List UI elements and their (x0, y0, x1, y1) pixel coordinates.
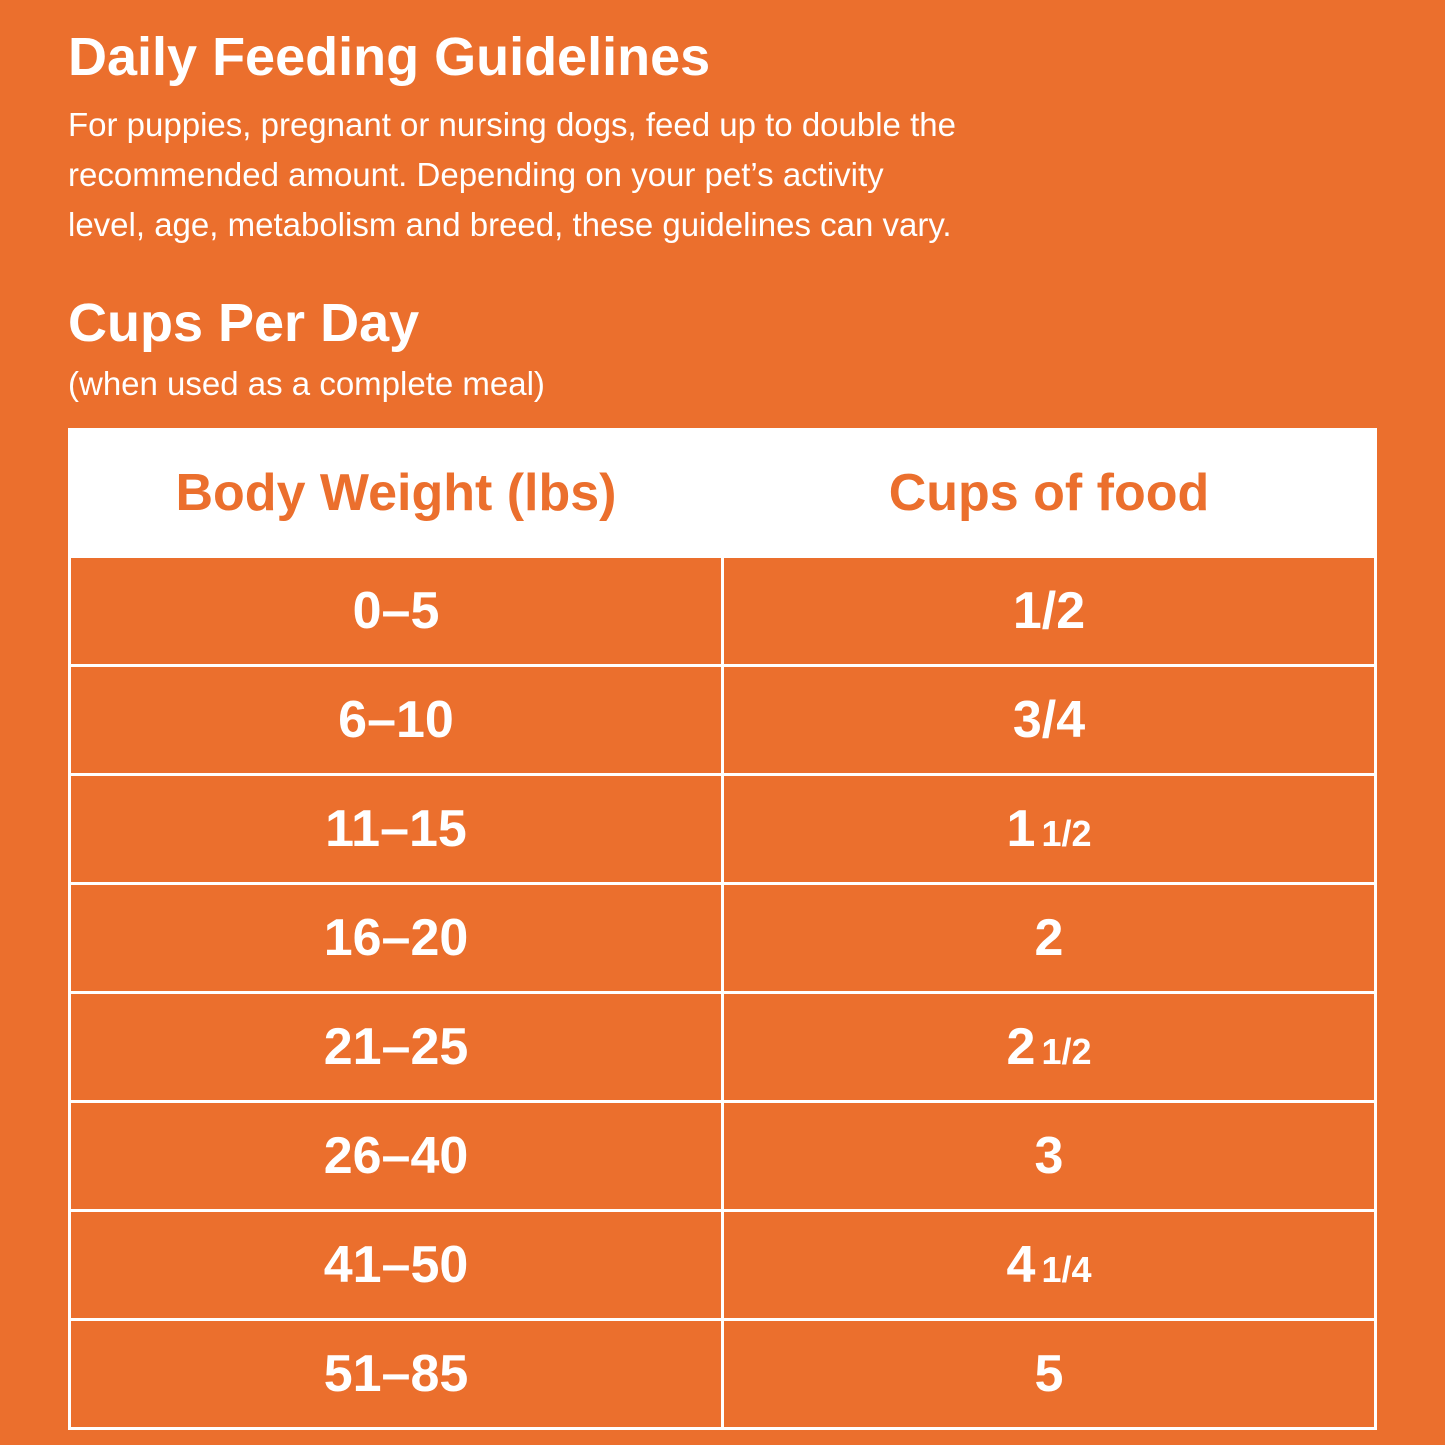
weight-cell: 26–40 (68, 1100, 724, 1212)
description-line: level, age, metabolism and breed, these … (68, 206, 952, 243)
weight-cell: 21–25 (68, 991, 724, 1103)
table-body: 0–5 1/2 6–10 3/4 11–15 1 1/2 16–20 2 21–25 2 1/2 26–… (68, 555, 1377, 1430)
weight-cell: 11–15 (68, 773, 724, 885)
cups-cell: 1/2 (721, 555, 1377, 667)
description: For puppies, pregnant or nursing dogs, f… (68, 100, 956, 250)
cups-value: 3/4 (1012, 691, 1086, 749)
table-row: 11–15 1 1/2 (68, 773, 1377, 885)
table-row: 26–40 3 (68, 1100, 1377, 1212)
cups-cell: 3 (721, 1100, 1377, 1212)
weight-cell: 6–10 (68, 664, 724, 776)
section-note: (when used as a complete meal) (68, 365, 545, 402)
cups-fraction: 1/2 (1041, 1031, 1092, 1072)
cups-cell: 3/4 (721, 664, 1377, 776)
weight-cell: 16–20 (68, 882, 724, 994)
column-header: Body Weight (lbs) (68, 428, 724, 558)
table-row: 51–85 5 (68, 1318, 1377, 1430)
cups-value: 1 (1006, 800, 1036, 858)
description-line: recommended amount. Depending on your pe… (68, 156, 884, 193)
cups-fraction: 1/4 (1041, 1249, 1092, 1290)
cups-cell: 1 1/2 (721, 773, 1377, 885)
cups-value: 4 (1006, 1236, 1036, 1294)
table-row: 0–5 1/2 (68, 555, 1377, 667)
weight-cell: 51–85 (68, 1318, 724, 1430)
cups-value: 2 (1006, 1018, 1036, 1076)
cups-cell: 2 1/2 (721, 991, 1377, 1103)
cups-cell: 4 1/4 (721, 1209, 1377, 1321)
description-line: For puppies, pregnant or nursing dogs, f… (68, 106, 956, 143)
cups-cell: 2 (721, 882, 1377, 994)
cups-value: 2 (1034, 909, 1064, 967)
cups-value: 3 (1034, 1127, 1064, 1185)
table-row: 16–20 2 (68, 882, 1377, 994)
cups-value: 5 (1034, 1345, 1064, 1403)
table-row: 6–10 3/4 (68, 664, 1377, 776)
weight-cell: 0–5 (68, 555, 724, 667)
feeding-table: Body Weight (lbs) Cups of food 0–5 1/2 6–1… (68, 428, 1377, 1430)
cups-fraction: 1/2 (1041, 813, 1092, 854)
table-row: 21–25 2 1/2 (68, 991, 1377, 1103)
column-header: Cups of food (721, 428, 1377, 558)
section-title: Cups Per Day (68, 293, 420, 353)
cups-cell: 5 (721, 1318, 1377, 1430)
title: Daily Feeding Guidelines (68, 27, 711, 87)
cups-value: 1/2 (1012, 582, 1086, 640)
header-row: Body Weight (lbs) Cups of food (68, 428, 1377, 558)
weight-cell: 41–50 (68, 1209, 724, 1321)
table-row: 41–50 4 1/4 (68, 1209, 1377, 1321)
